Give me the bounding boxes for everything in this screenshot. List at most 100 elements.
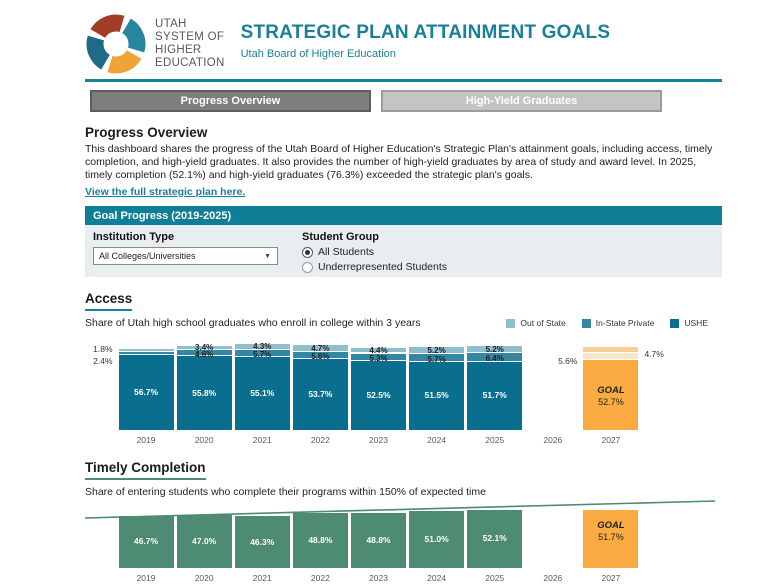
radio-all-students[interactable]: All Students xyxy=(302,246,447,258)
ushe-swirl-logo-icon xyxy=(86,14,146,74)
bar-segment-in-state-private-2021[interactable] xyxy=(234,349,290,358)
bar-segment-out-of-state-2021[interactable] xyxy=(234,343,290,350)
axis-label-2020: 2020 xyxy=(194,573,214,583)
legend-label: Out of State xyxy=(520,318,566,328)
bar-segment-out-of-state-2019[interactable] xyxy=(118,349,174,352)
bar-segment-out-of-state-2023[interactable] xyxy=(351,347,406,354)
axis-label-2025: 2025 xyxy=(485,573,505,583)
axis-label-2027: 2027 xyxy=(601,435,621,445)
bar-segment-in-state-private-2022[interactable] xyxy=(292,351,348,359)
axis-label-2026: 2026 xyxy=(543,435,563,445)
ushe-value-label-2022: 53.7% xyxy=(308,388,333,399)
bar-segment-out-of-state-2020[interactable] xyxy=(176,345,232,351)
institution-type-group: Institution Type All Colleges/Universiti… xyxy=(93,231,278,277)
legend-item-in-state-private: In-State Private xyxy=(581,318,655,328)
bar-2024[interactable] xyxy=(409,510,465,568)
in-state-private-value-label-2023: 5.3% xyxy=(369,353,388,363)
tab-high-yield-graduates[interactable]: High-Yield Graduates xyxy=(381,90,662,112)
goal-label-block: GOAL 52.7% xyxy=(583,385,638,407)
value-label-2025: 52.1% xyxy=(482,533,507,544)
goal-value-label: 52.7% xyxy=(598,397,624,408)
title-block: STRATEGIC PLAN ATTAINMENT GOALS Utah Boa… xyxy=(241,13,611,60)
overview-body: This dashboard shares the progress of th… xyxy=(85,143,713,181)
value-label-2020: 47.0% xyxy=(192,536,217,547)
bar-segment-ushe-2020[interactable] xyxy=(176,356,232,430)
bar-2023[interactable] xyxy=(351,513,406,568)
first-bar-outside-labels: 1.8% 2.4% xyxy=(85,343,113,367)
goal-label-block: GOAL 51.7% xyxy=(583,520,638,542)
bar-2021[interactable] xyxy=(234,516,290,568)
bar-segment-in-state-private-2027[interactable] xyxy=(583,352,639,361)
ushe-value-label-2019: 56.7% xyxy=(133,386,159,397)
institution-type-select[interactable]: All Colleges/Universities ▼ xyxy=(93,247,278,265)
bar-2020[interactable] xyxy=(176,515,232,568)
radio-underrepresented-students[interactable]: Underrepresented Students xyxy=(302,261,447,273)
goal-progress-panel: Institution Type All Colleges/Universiti… xyxy=(85,225,722,277)
header-divider xyxy=(85,79,722,82)
in-state-private-value-label: 2.4% xyxy=(93,356,113,367)
legend-item-ushe: USHE xyxy=(670,318,708,328)
out-of-state-value-label-2020: 3.4% xyxy=(195,343,214,353)
student-group: Student Group All Students Underrepresen… xyxy=(302,231,447,277)
strategic-plan-link[interactable]: View the full strategic plan here. xyxy=(85,186,246,198)
axis-label-2020: 2020 xyxy=(194,435,214,445)
bar-segment-in-state-private-2023[interactable] xyxy=(351,353,406,361)
bar-2025[interactable] xyxy=(467,509,523,568)
bar-segment-in-state-private-2025[interactable] xyxy=(467,353,523,362)
legend-item-out-of-state: Out of State xyxy=(506,318,566,328)
radio-underrepresented-label: Underrepresented Students xyxy=(318,261,447,273)
bar-segment-ushe-2025[interactable] xyxy=(467,361,523,430)
goal-bar-segment-2027[interactable] xyxy=(583,360,639,430)
in-state-private-value-label-2022: 5.6% xyxy=(311,351,330,361)
bar-2022[interactable] xyxy=(292,513,348,568)
ushe-value-label-2025: 51.7% xyxy=(482,390,507,401)
value-label-2022: 48.8% xyxy=(308,535,333,546)
bar-segment-ushe-2022[interactable] xyxy=(292,358,348,430)
value-label-2019: 46.7% xyxy=(133,536,159,547)
in-state-private-value-label-2024: 5.7% xyxy=(427,354,446,364)
goal-out-side-label: 4.7% xyxy=(644,348,664,359)
bar-segment-out-of-state-2022[interactable] xyxy=(292,345,348,352)
out-of-state-value-label-2021: 4.3% xyxy=(253,342,272,352)
bar-2019[interactable] xyxy=(118,515,174,568)
radio-selected-icon xyxy=(302,246,313,258)
out-of-state-swatch-icon xyxy=(506,318,516,328)
bar-segment-in-state-private-2019[interactable] xyxy=(118,351,174,355)
axis-label-2022: 2022 xyxy=(310,435,330,445)
access-subtitle-row: Share of Utah high school graduates who … xyxy=(85,317,722,329)
bar-segment-ushe-2023[interactable] xyxy=(351,360,406,430)
bar-segment-in-state-private-2024[interactable] xyxy=(409,354,465,362)
axis-label-2024: 2024 xyxy=(427,573,447,583)
goal-label: GOAL xyxy=(597,520,625,532)
legend-label: In-State Private xyxy=(595,318,655,328)
axis-label-2027: 2027 xyxy=(601,573,621,583)
out-of-state-value-label-2022: 4.7% xyxy=(311,343,330,353)
ushe-value-label-2021: 55.1% xyxy=(250,388,275,399)
ushe-wordmark: UTAH SYSTEM OF HIGHER EDUCATION xyxy=(155,18,225,69)
out-of-state-value-label-2025: 5.2% xyxy=(485,345,504,355)
value-label-2024: 51.0% xyxy=(424,533,449,544)
bar-segment-ushe-2021[interactable] xyxy=(234,357,290,430)
ushe-swatch-icon xyxy=(670,318,680,328)
bar-segment-out-of-state-2025[interactable] xyxy=(467,346,523,354)
institution-type-label: Institution Type xyxy=(93,231,175,243)
access-legend: Out of State In-State Private USHE xyxy=(506,318,708,328)
in-state-private-value-label-2025: 6.4% xyxy=(485,353,504,363)
timely-completion-subtitle: Share of entering students who complete … xyxy=(85,486,486,498)
in-state-private-value-label-2020: 4.6% xyxy=(195,349,214,359)
student-group-label: Student Group xyxy=(302,231,379,243)
goal-bar-2027[interactable] xyxy=(583,510,639,568)
legend-label: USHE xyxy=(684,318,708,328)
bar-segment-in-state-private-2020[interactable] xyxy=(176,350,232,357)
timely-completion-heading: Timely Completion xyxy=(85,460,206,480)
in-state-private-swatch-icon xyxy=(581,318,591,328)
axis-label-2026: 2026 xyxy=(543,573,563,583)
bar-segment-out-of-state-2024[interactable] xyxy=(409,347,465,355)
bar-segment-out-of-state-2027[interactable] xyxy=(583,346,639,353)
institution-type-value: All Colleges/Universities xyxy=(99,251,196,261)
value-label-2021: 46.3% xyxy=(250,536,275,547)
bar-segment-ushe-2024[interactable] xyxy=(409,361,465,430)
tab-progress-overview[interactable]: Progress Overview xyxy=(90,90,371,112)
page-title: STRATEGIC PLAN ATTAINMENT GOALS xyxy=(240,22,611,43)
bar-segment-ushe-2019[interactable] xyxy=(118,354,174,430)
